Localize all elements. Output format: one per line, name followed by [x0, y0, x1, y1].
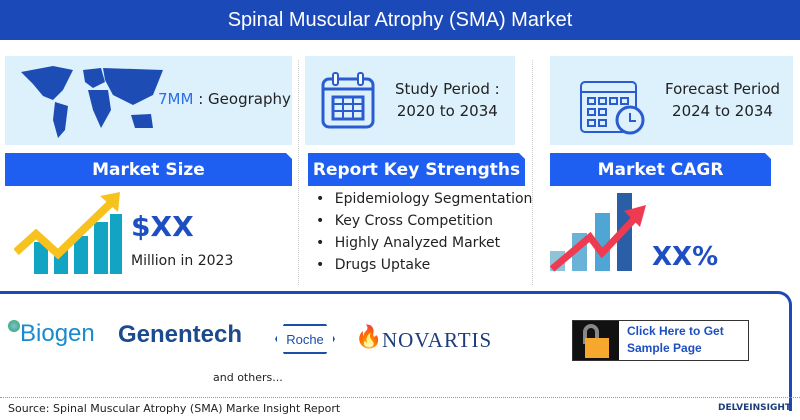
companies-frame	[0, 291, 792, 411]
cta-line2: Sample Page	[627, 341, 702, 355]
forecast-period-panel: Forecast Period 2024 to 2034	[550, 56, 793, 145]
footer-divider	[0, 397, 800, 398]
market-size-header: Market Size	[5, 153, 292, 186]
cta-line1: Click Here to Get	[627, 324, 724, 338]
market-size-sub: Million in 2023	[131, 253, 234, 269]
source-text: Source: Spinal Muscular Atrophy (SMA) Ma…	[8, 402, 341, 415]
key-strengths-list: Epidemiology Segmentation Key Cross Comp…	[316, 188, 533, 276]
forecast-period-value: 2024 to 2034	[672, 102, 773, 120]
world-map-icon	[21, 66, 163, 138]
study-period-label: Study Period :	[395, 80, 500, 98]
calendar-icon	[321, 72, 375, 129]
get-sample-page-button[interactable]: Click Here to Get Sample Page	[572, 320, 749, 361]
market-cagr-header: Market CAGR	[550, 153, 771, 186]
others-text: and others...	[213, 371, 283, 384]
market-size-value: $XX	[131, 210, 194, 243]
cagr-chart-icon	[550, 193, 646, 272]
genentech-logo: Genentech	[118, 321, 243, 348]
forecast-period-label: Forecast Period	[665, 80, 781, 98]
biogen-logo: Biogen	[8, 320, 95, 348]
calendar-clock-icon	[580, 81, 645, 135]
study-period-panel: Study Period : 2020 to 2034	[305, 56, 515, 145]
key-strengths-header: Report Key Strengths	[308, 153, 525, 186]
unlock-icon	[573, 321, 619, 360]
growth-chart-icon	[14, 192, 122, 274]
delveinsight-logo: DELVEINSIGHT	[718, 403, 791, 413]
divider	[532, 60, 533, 285]
list-item: Highly Analyzed Market	[316, 232, 532, 254]
list-item: Drugs Uptake	[316, 254, 532, 276]
geography-panel: 7MM : Geography	[5, 56, 292, 145]
list-item: Key Cross Competition	[316, 210, 532, 232]
novartis-flame-icon: 🔥	[355, 325, 383, 350]
page-title: Spinal Muscular Atrophy (SMA) Market	[0, 0, 800, 40]
novartis-logo: NOVARTIS	[382, 328, 493, 352]
list-item: Epidemiology Segmentation	[316, 188, 533, 210]
divider	[298, 60, 299, 285]
geography-highlight: 7MM	[158, 90, 194, 108]
study-period-value: 2020 to 2034	[396, 102, 498, 120]
geography-label: : Geography	[198, 90, 291, 108]
cagr-value: XX%	[652, 242, 719, 272]
roche-logo: Roche	[275, 324, 335, 354]
